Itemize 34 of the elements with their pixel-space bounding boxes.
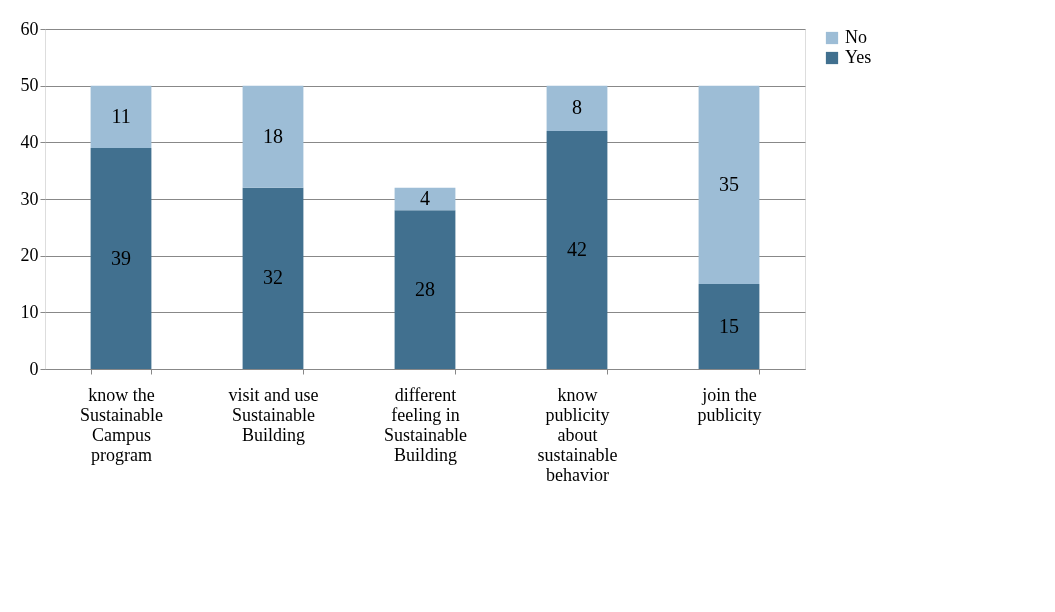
bar [546,85,608,131]
data-label: 8 [572,96,582,119]
y-tick-label: 0 [29,358,39,379]
x-tick-label: join the publicity [697,384,762,425]
bar [394,210,456,369]
y-tick-label: 60 [20,18,39,39]
y-tick-label: 50 [20,75,39,96]
data-label: 32 [263,266,283,289]
legend-label: Yes [845,47,872,67]
bar [546,131,608,369]
bar [90,85,152,148]
data-label: 4 [420,187,430,209]
bar [698,85,760,284]
legend-label: No [845,27,867,47]
y-tick-label: 40 [20,131,39,152]
y-tick-label: 30 [20,188,39,209]
data-label: 15 [719,314,739,337]
data-label: 11 [111,104,131,127]
x-tick-label: visit and use Sustainable Building [228,384,319,445]
y-tick-label: 10 [20,301,39,322]
data-label: 18 [263,124,283,147]
data-label: 39 [111,246,131,269]
data-label: 28 [415,277,435,300]
bar [242,187,304,369]
bar [394,187,456,211]
x-tick-label: know publicity about sustainable behavior [537,384,618,485]
x-tick-label: know the Sustainable Campus program [80,384,163,465]
x-tick-label: different feeling in Sustainable Building [384,384,467,465]
bar [242,85,304,188]
bar [698,284,760,369]
data-label: 35 [719,172,739,195]
bar [90,148,152,369]
y-tick-label: 20 [20,245,39,266]
data-label: 42 [567,238,587,260]
